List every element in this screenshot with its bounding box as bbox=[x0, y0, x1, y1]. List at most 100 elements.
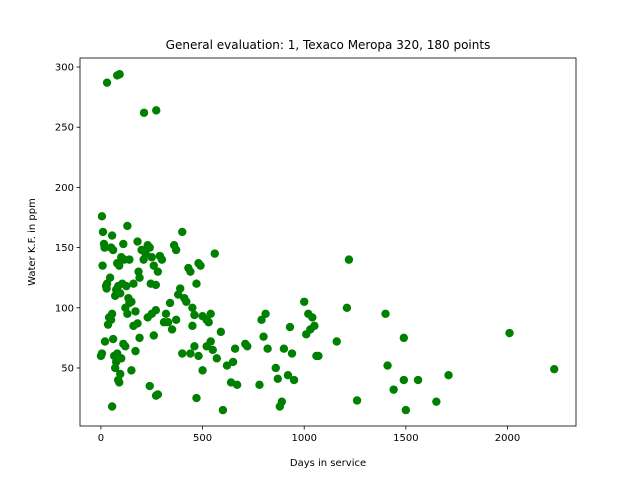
point bbox=[300, 297, 309, 306]
point bbox=[122, 281, 131, 291]
point bbox=[115, 378, 124, 387]
point bbox=[399, 333, 409, 343]
point bbox=[259, 332, 268, 341]
plot-frame bbox=[79, 57, 577, 427]
point bbox=[145, 243, 154, 252]
point bbox=[186, 267, 195, 276]
point bbox=[116, 289, 125, 298]
point bbox=[308, 313, 317, 322]
point bbox=[255, 380, 264, 390]
point bbox=[127, 366, 136, 375]
point bbox=[243, 342, 252, 351]
point bbox=[100, 337, 110, 346]
point bbox=[444, 370, 453, 380]
point bbox=[100, 243, 109, 252]
point bbox=[218, 405, 228, 415]
point bbox=[208, 345, 217, 355]
point bbox=[131, 307, 140, 316]
x-tick-label: 500 bbox=[193, 433, 212, 444]
point bbox=[115, 261, 124, 270]
x-axis-label: Days in service bbox=[290, 458, 366, 469]
point bbox=[108, 334, 118, 344]
point bbox=[401, 405, 411, 415]
point bbox=[285, 322, 295, 332]
point bbox=[151, 280, 161, 290]
point bbox=[167, 325, 177, 334]
point bbox=[176, 284, 185, 293]
point bbox=[149, 261, 158, 270]
point bbox=[123, 221, 132, 231]
x-tick-label: 2000 bbox=[495, 433, 520, 444]
point bbox=[273, 374, 282, 384]
point bbox=[310, 321, 319, 331]
point bbox=[178, 227, 187, 237]
point bbox=[135, 333, 144, 343]
point bbox=[206, 337, 215, 346]
point bbox=[108, 245, 118, 255]
point bbox=[133, 237, 142, 246]
point bbox=[257, 315, 266, 325]
point bbox=[141, 249, 150, 258]
y-tick-label: 100 bbox=[55, 303, 74, 314]
point bbox=[216, 327, 226, 337]
point bbox=[210, 249, 219, 258]
y-tick-label: 50 bbox=[61, 363, 74, 374]
y-tick-label: 250 bbox=[55, 123, 74, 134]
point bbox=[314, 351, 323, 361]
point bbox=[212, 354, 222, 363]
point bbox=[206, 309, 215, 319]
point bbox=[389, 385, 398, 394]
point bbox=[188, 321, 197, 331]
point bbox=[550, 364, 559, 374]
point bbox=[147, 253, 156, 262]
point bbox=[163, 318, 173, 327]
point bbox=[192, 393, 201, 403]
point bbox=[129, 279, 138, 288]
x-tick-label: 0 bbox=[98, 433, 104, 444]
point bbox=[198, 366, 207, 375]
point bbox=[97, 349, 107, 358]
point bbox=[152, 106, 161, 115]
point bbox=[119, 239, 128, 249]
point bbox=[204, 318, 213, 327]
point bbox=[230, 344, 240, 353]
point bbox=[279, 344, 289, 353]
point bbox=[277, 397, 287, 406]
y-tick-label: 150 bbox=[55, 243, 74, 254]
point bbox=[98, 261, 107, 270]
point bbox=[149, 331, 158, 340]
chart-title: General evaluation: 1, Texaco Meropa 320… bbox=[166, 38, 491, 52]
point bbox=[107, 231, 117, 240]
point bbox=[381, 309, 390, 319]
point bbox=[261, 309, 270, 319]
point bbox=[151, 391, 161, 400]
point bbox=[432, 397, 441, 406]
point bbox=[352, 396, 362, 405]
point bbox=[105, 273, 115, 282]
point bbox=[115, 70, 124, 79]
point bbox=[131, 346, 140, 356]
point bbox=[505, 328, 514, 338]
point bbox=[188, 303, 197, 312]
point bbox=[344, 255, 354, 264]
point bbox=[107, 309, 117, 319]
x-tick-label: 1500 bbox=[393, 433, 418, 444]
point bbox=[263, 344, 272, 353]
point bbox=[117, 354, 126, 363]
point bbox=[151, 305, 161, 315]
point bbox=[123, 309, 132, 319]
point bbox=[171, 315, 181, 325]
point bbox=[190, 342, 199, 351]
point bbox=[107, 402, 117, 411]
point bbox=[287, 349, 297, 358]
point bbox=[399, 375, 409, 385]
point bbox=[125, 255, 134, 264]
point bbox=[196, 261, 205, 270]
point bbox=[97, 212, 107, 221]
point bbox=[413, 375, 423, 385]
point bbox=[178, 349, 187, 358]
point bbox=[121, 342, 130, 351]
point bbox=[342, 303, 352, 312]
y-tick-label: 200 bbox=[55, 183, 74, 194]
